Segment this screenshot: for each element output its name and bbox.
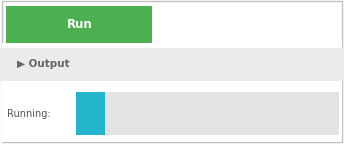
- Text: ▶ Output: ▶ Output: [17, 59, 70, 69]
- FancyBboxPatch shape: [2, 1, 342, 142]
- FancyBboxPatch shape: [2, 43, 342, 48]
- FancyBboxPatch shape: [0, 48, 344, 81]
- Text: Running:: Running:: [7, 109, 51, 119]
- FancyBboxPatch shape: [6, 6, 152, 43]
- FancyBboxPatch shape: [76, 92, 339, 135]
- FancyBboxPatch shape: [76, 92, 105, 135]
- Text: Run: Run: [66, 18, 92, 31]
- FancyBboxPatch shape: [2, 81, 342, 142]
